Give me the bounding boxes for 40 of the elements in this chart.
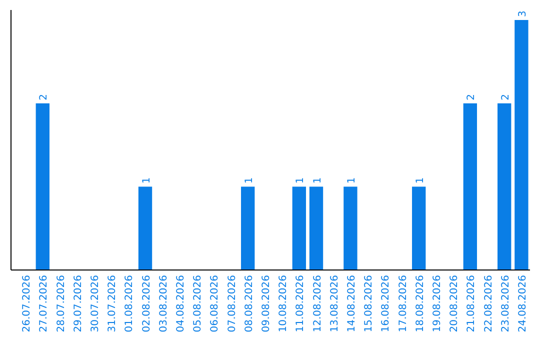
x-tick-label: 14.08.2026 — [346, 275, 358, 332]
x-tick-label: 29.07.2026 — [72, 275, 84, 332]
x-tick-label: 28.07.2026 — [56, 275, 67, 332]
x-tick-label: 13.08.2026 — [329, 275, 340, 332]
x-tick-label: 11.08.2026 — [295, 275, 306, 332]
data-label: 1 — [244, 177, 255, 184]
x-tick-label: 22.08.2026 — [483, 275, 494, 332]
x-tick-label: 06.08.2026 — [210, 275, 221, 332]
x-tick-label: 16.08.2026 — [380, 275, 392, 332]
x-tick-label: 15.08.2026 — [364, 275, 375, 332]
data-label: 2 — [38, 94, 50, 100]
x-tick-label: 27.07.2026 — [38, 275, 50, 332]
x-tick-label: 05.08.2026 — [192, 275, 204, 332]
x-tick-label: 31.07.2026 — [107, 275, 118, 332]
data-label: 1 — [295, 177, 306, 184]
x-tick-label: 17.08.2026 — [398, 275, 409, 332]
x-tick-label: 09.08.2026 — [260, 275, 272, 332]
data-label: 1 — [312, 177, 324, 184]
x-tick-label: 12.08.2026 — [312, 275, 324, 332]
x-tick-label: 26.07.2026 — [22, 275, 33, 332]
x-tick-label: 21.08.2026 — [466, 275, 478, 332]
data-label: 2 — [500, 94, 512, 100]
x-tick-label: 04.08.2026 — [175, 275, 186, 332]
x-tick-label: 10.08.2026 — [278, 275, 290, 332]
x-tick-label: 23.08.2026 — [500, 275, 512, 332]
x-tick-label: 19.08.2026 — [432, 275, 443, 332]
x-tick-label: 20.08.2026 — [449, 275, 460, 332]
data-label: 1 — [414, 177, 426, 184]
x-tick-label: 08.08.2026 — [244, 275, 255, 332]
x-tick-label: 01.08.2026 — [124, 275, 136, 332]
x-tick-label: 30.07.2026 — [90, 275, 101, 332]
data-label: 1 — [141, 177, 152, 184]
x-tick-label: 18.08.2026 — [414, 275, 426, 332]
x-tick-label: 24.08.2026 — [517, 275, 528, 332]
data-label: 3 — [517, 10, 528, 17]
x-tick-label: 07.08.2026 — [226, 275, 238, 332]
data-label: 1 — [346, 177, 358, 184]
data-label: 2 — [466, 94, 478, 100]
x-tick-label: 02.08.2026 — [141, 275, 152, 332]
x-tick-label: 03.08.2026 — [158, 275, 170, 332]
